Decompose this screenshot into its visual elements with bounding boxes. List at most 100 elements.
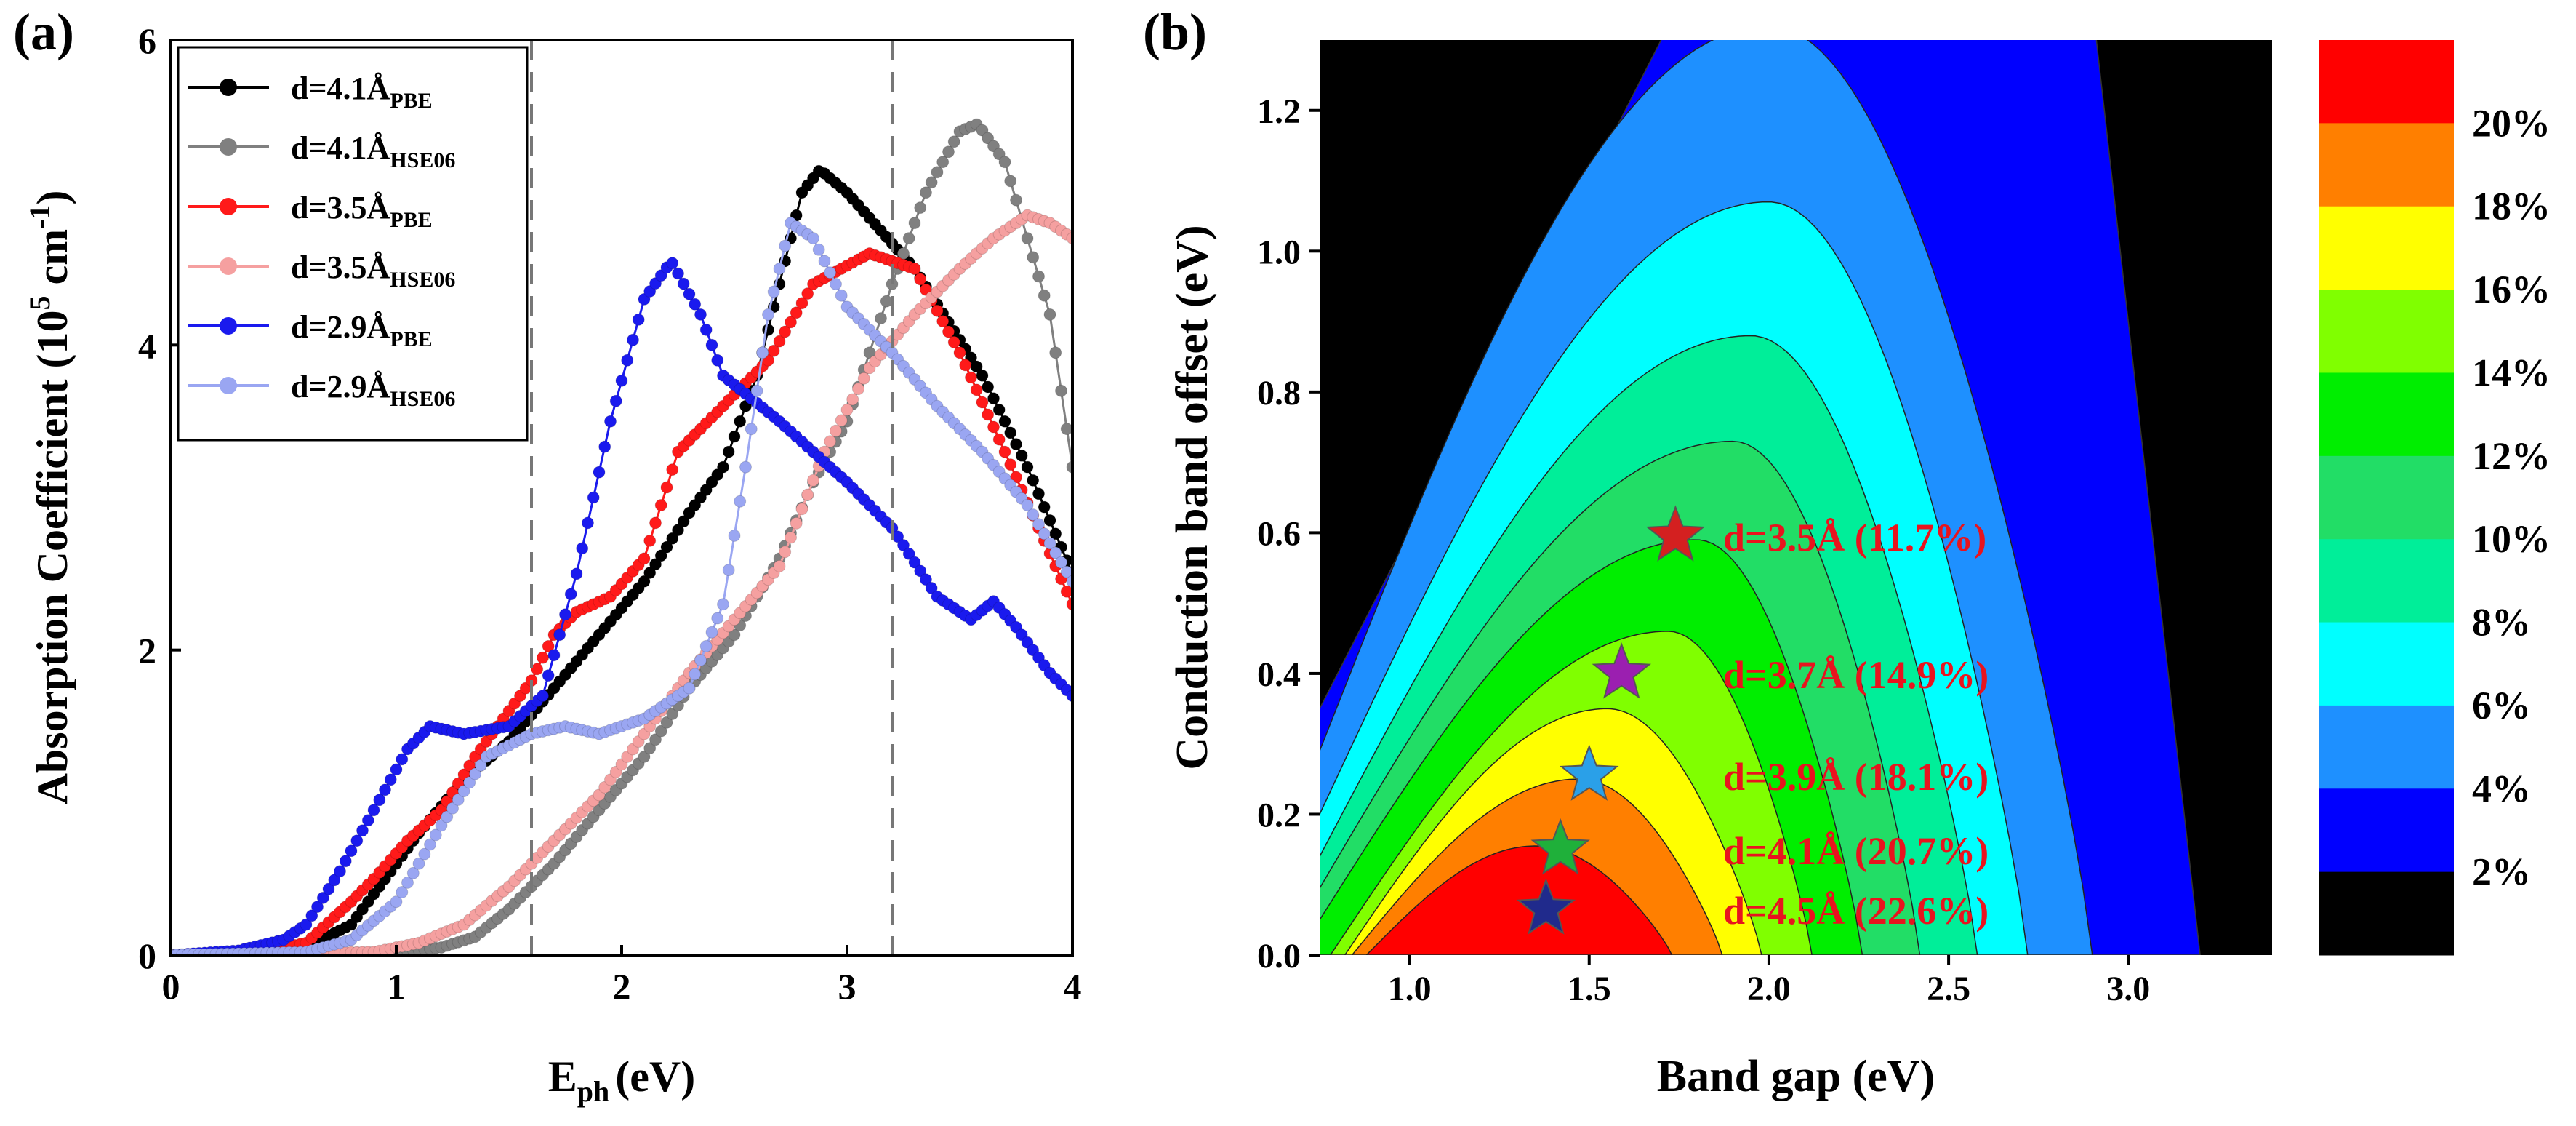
legend-name: d=3.5Å — [291, 190, 390, 225]
data-point — [925, 582, 938, 594]
legend-entry: d=4.1ÅHSE06 — [188, 130, 455, 172]
legend-entry: d=2.9ÅHSE06 — [188, 369, 455, 411]
data-point — [609, 394, 622, 407]
data-point — [880, 295, 893, 308]
data-point — [1060, 565, 1072, 578]
data-point — [767, 285, 780, 298]
legend-marker — [220, 377, 237, 394]
colorbar-label: 16% — [2472, 268, 2551, 311]
data-point — [914, 564, 927, 578]
data-point — [1027, 251, 1040, 264]
data-point — [722, 564, 735, 577]
star-marker — [1592, 642, 1651, 699]
data-point — [734, 495, 747, 508]
data-point — [699, 639, 713, 652]
colorbar-swatch — [2319, 622, 2454, 706]
panel-a-y-label: Absorption Coefficient (105 cm-1) — [23, 191, 76, 805]
data-point — [976, 369, 989, 382]
x-label-unit: (eV) — [615, 1053, 695, 1101]
y-label-sup2: -1 — [23, 205, 56, 229]
data-point — [654, 499, 667, 511]
colorbar-label: 20% — [2472, 101, 2551, 145]
data-point — [689, 298, 702, 311]
data-point — [739, 460, 752, 474]
data-point — [779, 325, 792, 338]
data-point — [621, 354, 634, 367]
data-point — [925, 176, 938, 189]
data-point — [785, 316, 797, 329]
data-point — [830, 278, 842, 290]
panel-a-x-label: Eph (eV) — [548, 1053, 695, 1108]
data-point — [987, 392, 1000, 405]
data-point — [908, 263, 921, 275]
data-point — [734, 415, 747, 428]
y-label-main: Absorption Coefficient (10 — [28, 311, 76, 805]
data-point — [987, 420, 1000, 434]
data-point — [367, 804, 380, 817]
data-point — [649, 733, 662, 746]
data-point — [694, 308, 707, 321]
data-point — [649, 558, 662, 571]
data-point — [931, 166, 944, 179]
legend-method: PBE — [390, 89, 432, 113]
panel-a-series — [171, 118, 1072, 955]
colorbar: 20% 18% 16% 14% 12% 10% 8% 6% 4% 2% — [2319, 40, 2551, 956]
data-point — [920, 186, 932, 199]
colorbar-label: 6% — [2472, 684, 2531, 727]
data-point — [396, 886, 409, 898]
colorbar-label: 10% — [2472, 517, 2551, 561]
data-point — [1010, 193, 1022, 207]
data-point — [305, 909, 318, 922]
data-point — [463, 776, 476, 789]
panel-a-ticks: 0 1 2 3 4 0 2 4 6 — [138, 20, 1082, 1007]
data-point — [666, 532, 679, 545]
data-point — [666, 463, 679, 476]
y-tick-label: 4 — [138, 325, 156, 366]
data-point — [908, 556, 921, 569]
legend-marker — [220, 317, 237, 335]
colorbar-swatch — [2319, 123, 2454, 207]
annotation-label: d=3.7Å (14.9%) — [1723, 653, 1989, 697]
data-point — [1027, 474, 1040, 487]
data-point — [711, 612, 724, 625]
data-point — [931, 304, 944, 317]
data-point — [627, 333, 639, 346]
x-tick-label: 4 — [1064, 966, 1082, 1007]
legend-name: d=4.1Å — [291, 71, 390, 106]
data-point — [970, 383, 983, 396]
colorbar-swatch — [2319, 705, 2454, 789]
colorbar-swatch — [2319, 206, 2454, 290]
data-point — [300, 918, 313, 931]
data-point — [1021, 232, 1034, 245]
x-tick-label: 3 — [838, 966, 856, 1007]
data-point — [1027, 508, 1040, 522]
star-marker — [1516, 878, 1576, 935]
data-point — [1060, 585, 1072, 598]
panel-b: (b) d=3.5Å (11.7%) d=3.7Å (14.9%) d=3.9Å (… — [1143, 3, 2551, 1101]
y-tick-label: 0 — [138, 935, 156, 976]
data-point — [852, 383, 864, 396]
data-point — [779, 546, 792, 559]
colorbar-swatch — [2319, 290, 2454, 373]
panel-a: (a) 0 1 2 3 4 0 2 4 6 Eph (eV) Absorption Coeffic… — [13, 3, 1082, 1108]
data-point — [942, 325, 955, 338]
data-point — [677, 515, 690, 528]
data-point — [654, 724, 667, 738]
data-point — [435, 819, 448, 832]
legend-marker — [220, 198, 237, 215]
data-point — [936, 315, 950, 328]
data-point — [897, 539, 910, 551]
data-point — [316, 891, 329, 904]
legend-entry: d=2.9ÅPBE — [188, 309, 433, 351]
data-point — [424, 838, 436, 851]
data-point — [1038, 500, 1051, 514]
data-point — [762, 323, 774, 336]
legend-entry: d=3.5ÅHSE06 — [188, 249, 455, 292]
data-point — [773, 263, 786, 275]
data-point — [328, 874, 341, 887]
data-point — [840, 403, 854, 416]
colorbar-label: 8% — [2472, 601, 2531, 644]
data-point — [1032, 518, 1045, 531]
data-point — [1043, 537, 1056, 550]
legend-name: d=3.5Å — [291, 249, 390, 285]
